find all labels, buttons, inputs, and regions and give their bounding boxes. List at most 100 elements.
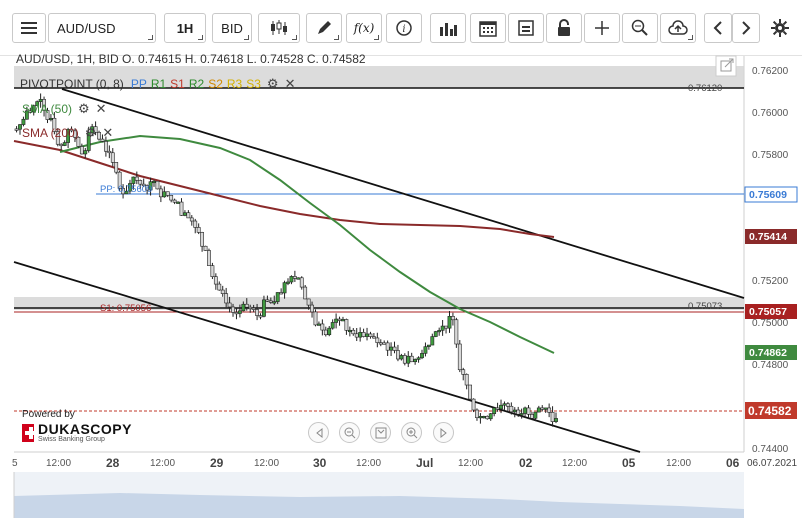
zoom-in-icon[interactable] [401,422,422,443]
zoom-out-icon[interactable] [339,422,360,443]
time-label: 12:00 [356,458,381,469]
dukascopy-logo: DUKASCOPY Swiss Banking Group [22,421,132,445]
close-icon[interactable]: ✕ [284,76,296,91]
scroll-left-icon[interactable] [308,422,329,443]
s1-price-tag: 0.75057 [749,306,787,318]
scroll-forward-button[interactable] [732,13,760,43]
zoom-button[interactable] [622,13,658,43]
candle-body [461,369,466,375]
pivot-legend[interactable]: PIVOTPOINT (0, 8) PP R1 S1 R2 S2 R3 S3 ⚙ ✕ [20,76,295,92]
settings-button[interactable] [766,13,794,43]
side-select[interactable]: BID [212,13,252,43]
pp-value-label: PP: 0.75609 [100,184,152,195]
sma200-legend[interactable]: SMA (200) ⚙ ✕ [22,125,113,141]
layout-button[interactable] [508,13,544,43]
time-label-day: 05 [622,456,636,470]
upload-button[interactable] [660,13,696,43]
close-icon[interactable]: ✕ [95,101,107,116]
popout-icon[interactable] [715,55,737,77]
candle-body [35,101,40,106]
lock-button[interactable] [546,13,582,43]
candle-body [330,322,335,329]
chart-type-button[interactable] [258,13,300,43]
candle-body [536,407,541,413]
pivot-legend-item: R1 [150,77,167,91]
candle-body [258,315,263,318]
candle-body [447,316,452,329]
candle-body [488,413,493,420]
crosshair-icon [595,21,609,35]
candle-body [368,333,373,337]
candle-body [59,143,64,147]
candle-body [499,404,503,410]
instrument-select[interactable]: AUD/USD [48,13,156,43]
info-button[interactable]: i [386,13,422,43]
candle-body [110,152,115,163]
candle-body [207,250,211,266]
draw-button[interactable] [306,13,342,43]
close-icon[interactable]: ✕ [102,125,114,140]
sma200-line [13,140,555,238]
price-tick: 0.75000 [752,318,789,329]
side-label: BID [221,20,243,36]
candle-body [550,412,555,422]
candle-body [227,302,232,308]
candle-body [186,212,191,219]
gear-icon[interactable]: ⚙ [266,76,279,91]
candle-body [14,128,19,131]
candle-body [354,333,359,338]
s1-right-value-label: 0.75073 [688,301,722,312]
candle-body [306,298,311,306]
candle-body [347,329,352,333]
period-select[interactable]: 1H [164,13,206,43]
gear-icon[interactable]: ⚙ [84,125,97,140]
candle-body [389,346,393,351]
candle-body [358,332,363,338]
calendar-button[interactable] [470,13,506,43]
candle-body [413,359,418,363]
candle-body [52,117,57,132]
gear-icon[interactable]: ⚙ [78,101,90,116]
candle-body [73,130,77,138]
candle-body [18,124,22,130]
price-axis: 0.76200 0.76000 0.75800 0.75200 0.75000 … [752,66,789,455]
candle-body [24,110,29,120]
time-label-day: 02 [519,456,533,470]
candle-body [344,319,349,331]
gear-icon [771,19,789,37]
candle-body [162,191,167,198]
candle-body [241,303,246,312]
candle-body [193,220,198,228]
sma50-legend-label: SMA (50) [22,102,73,116]
scroll-right-icon[interactable] [433,422,454,443]
candle-body [231,306,235,313]
candle-body [444,325,448,329]
candle-body [543,407,548,410]
candle-body [457,343,462,371]
candle-body [402,355,407,364]
candle-body [248,306,253,309]
candle-body [286,281,290,284]
volume-button[interactable] [430,13,466,43]
candle-body [382,342,387,345]
candle-body [42,99,46,111]
candle-body [540,407,545,410]
fit-icon[interactable] [370,422,391,443]
candle-body [69,129,74,132]
candle-body [200,232,205,247]
toolbar: AUD/USD 1H BID f(x) i [0,0,802,56]
sma50-legend[interactable]: SMA (50) ⚙ ✕ [22,101,107,117]
sma50-line [59,134,555,354]
hamburger-icon[interactable] [12,13,46,43]
candle-body [196,227,201,233]
crosshair-button[interactable] [584,13,620,43]
candle-body [433,331,438,337]
candle-body [533,411,538,419]
powered-by-label: Powered by [22,409,75,420]
scroll-back-button[interactable] [704,13,732,43]
indicators-button[interactable]: f(x) [346,13,382,43]
candle-body [426,344,431,347]
candle-body [262,299,266,317]
candle-body [317,323,321,326]
